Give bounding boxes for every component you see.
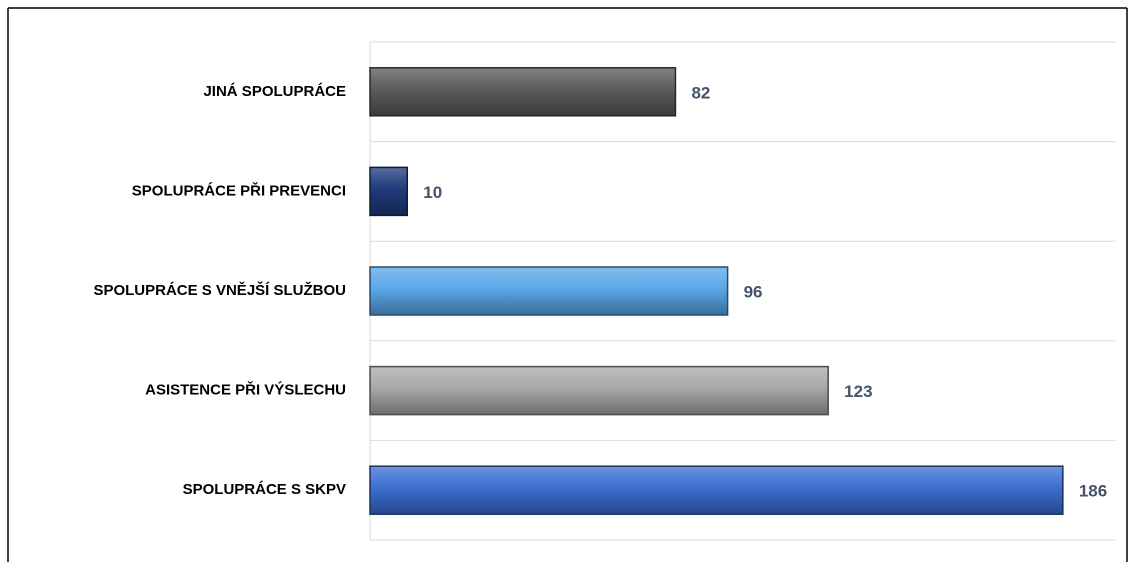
category-label: JINÁ SPOLUPRÁCE <box>203 83 346 100</box>
category-label: ASISTENCE PŘI VÝSLECHU <box>145 381 346 399</box>
category-label: SPOLUPRÁCE S SKPV <box>183 481 346 498</box>
value-label: 123 <box>844 382 872 401</box>
category-label: SPOLUPRÁCE PŘI PREVENCI <box>132 181 346 199</box>
value-label: 10 <box>423 183 442 202</box>
value-label: 96 <box>744 282 763 301</box>
bar <box>369 465 1064 515</box>
bar <box>369 166 408 217</box>
bar <box>369 266 729 316</box>
bar <box>369 67 677 117</box>
value-label: 186 <box>1079 482 1107 501</box>
value-label: 82 <box>691 83 710 102</box>
bar <box>369 365 829 416</box>
category-label: SPOLUPRÁCE S VNĚJŠÍ SLUŽBOU <box>93 281 346 299</box>
